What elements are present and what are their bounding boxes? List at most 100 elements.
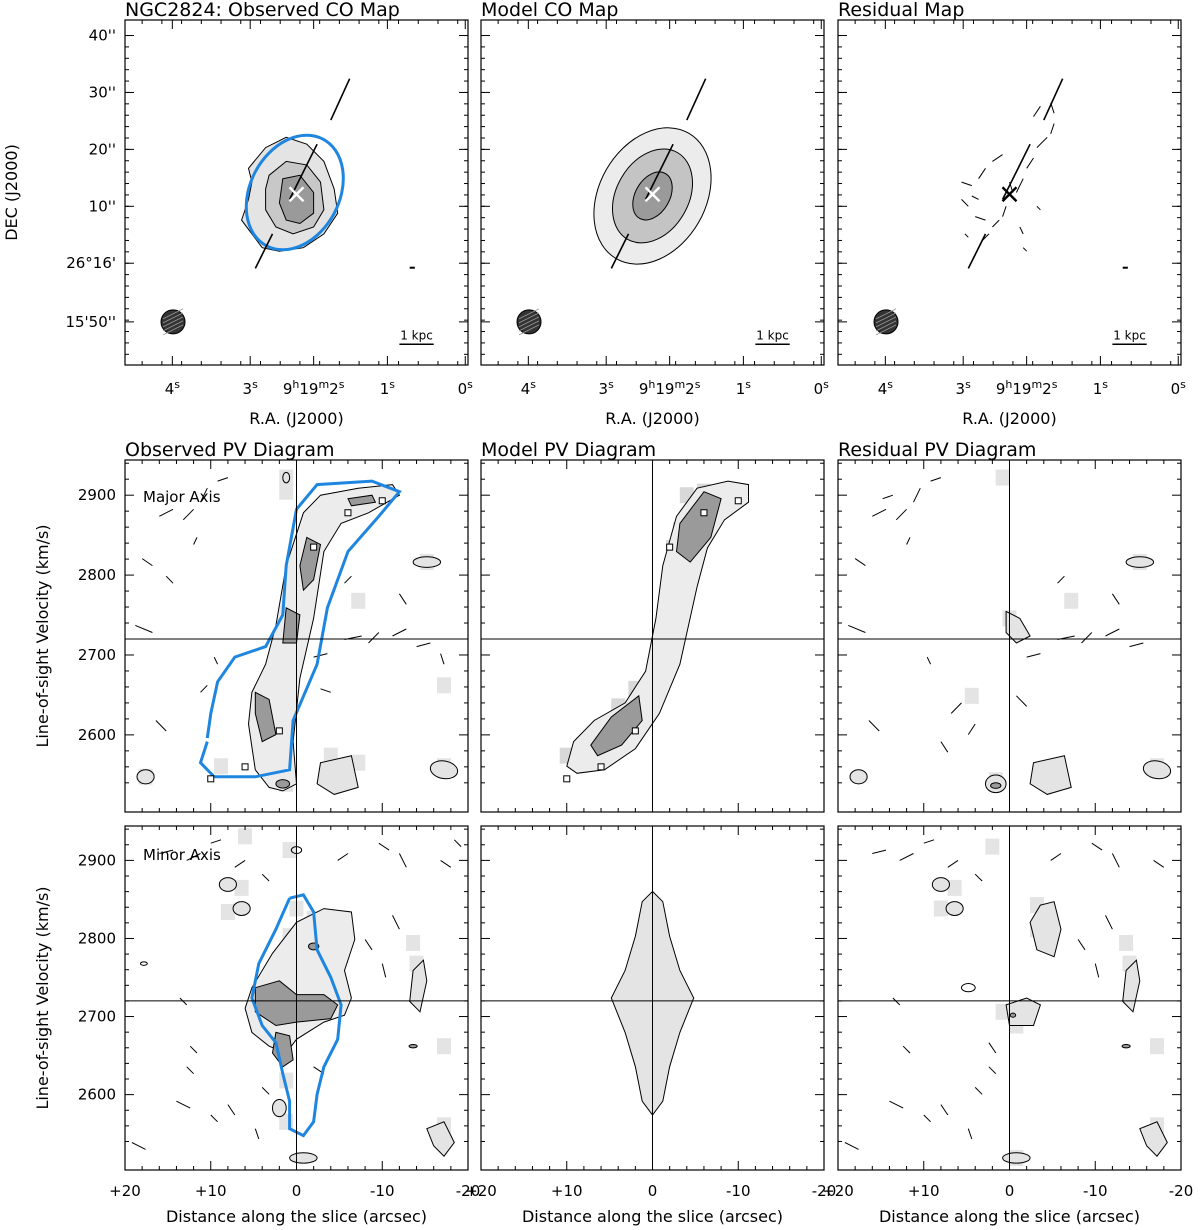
obs-pv-dash-13	[135, 624, 153, 633]
obs-minor-dash-7	[398, 853, 407, 868]
ra-tick-sup: s	[252, 378, 258, 391]
ra-tick-sup: s	[887, 378, 893, 391]
model-pv-contour-core	[590, 694, 643, 757]
pv-y-tick-label: 2900	[78, 851, 116, 869]
panel-title-model-pv: Model PV Diagram	[481, 439, 656, 461]
obs-minor-dash-4	[261, 873, 270, 882]
resid-pv-dash-16	[950, 702, 962, 714]
resid-map-dash-16	[1019, 226, 1024, 235]
ra-tick-sup: s	[608, 378, 614, 391]
obs-minor-dash-19	[440, 859, 452, 868]
obs-pv-dash-18	[200, 684, 208, 693]
dec-tick-label: 30''	[89, 83, 116, 101]
ra-tick-sup: s	[1102, 378, 1108, 391]
resid-pv-pixel-0	[995, 469, 1010, 486]
ra-tick-main: 3	[243, 380, 253, 398]
pv-x-tick-label: +10	[195, 1182, 227, 1200]
obs-minor-dash-20	[453, 839, 462, 847]
beam-hatch	[162, 308, 184, 320]
resid-minor-core	[1009, 1012, 1017, 1018]
scale-bar-label: 1 kpc	[400, 328, 433, 342]
obs-pv-blob	[136, 769, 155, 785]
ra-tick-label: 1s	[1093, 378, 1109, 398]
slice-line	[288, 143, 318, 200]
panel-title-residual-map: Residual Map	[838, 0, 964, 21]
ra-tick-sup: s	[965, 378, 971, 391]
obs-pv-pixel-1	[279, 483, 294, 500]
ra-tick-sup: s	[530, 378, 536, 391]
obs-minor-pixel-17	[234, 879, 249, 896]
obs-minor-blob	[289, 1152, 318, 1164]
slice-line	[967, 233, 987, 269]
ra-tick-label: 9h19m2s	[639, 378, 701, 398]
pv-x-tick-label: +10	[551, 1182, 583, 1200]
pv-x-tick-label: 0	[648, 1182, 658, 1200]
ra-tick-main: 1	[736, 380, 746, 398]
pv-x-axis-label: Distance along the slice (arcsec)	[166, 1207, 427, 1226]
obs-pv-blob	[316, 755, 359, 795]
ra-tick-label: 4s	[165, 378, 181, 398]
ra-tick-main: 3	[599, 380, 609, 398]
pv-peak-point-1	[700, 509, 708, 517]
panels-group	[124, 19, 1182, 1171]
obs-minor-dash-8	[392, 915, 400, 930]
ra-tick-sup: m	[318, 378, 329, 391]
resid-minor-dash-11	[892, 997, 901, 1006]
resid-pv-blob	[1125, 556, 1155, 568]
resid-minor-dash-16	[974, 1087, 983, 1095]
pv-x-tick-label: +10	[908, 1182, 940, 1200]
centre-cross-icon	[1001, 186, 1018, 203]
resid-pv-pixel-3	[1064, 592, 1079, 609]
resid-minor-dash-12	[902, 1045, 911, 1054]
pv-x-axis-label: Distance along the slice (arcsec)	[879, 1207, 1140, 1226]
obs-pv-dash-3	[217, 477, 229, 482]
resid-map-dash-8	[1036, 136, 1048, 148]
obs-map-contour-core	[278, 174, 315, 225]
ra-tick-main: 9	[283, 380, 293, 398]
obs-pv-overlay	[198, 479, 402, 779]
ra-tick-main: 3	[956, 380, 966, 398]
obs-minor-pixel-14	[406, 934, 421, 951]
pv-x-tick-label: -20	[1169, 1182, 1194, 1200]
obs-pv-contour-core	[275, 779, 291, 789]
obs-minor-blob	[232, 901, 251, 916]
ra-tick-label: 0s	[1171, 378, 1187, 398]
pv-x-tick-label: 0	[292, 1182, 302, 1200]
pv-peak-point-1	[344, 509, 352, 517]
obs-minor-overlay	[250, 893, 343, 1138]
ra-tick-sup: h	[292, 378, 299, 391]
panel-title-model-map: Model CO Map	[481, 0, 618, 21]
model-pv-contour-outer	[566, 480, 749, 774]
obs-minor-blob	[139, 961, 148, 966]
resid-minor-blob	[1029, 901, 1062, 958]
ra-tick-label: 1s	[736, 378, 752, 398]
ra-tick-sup: s	[174, 378, 180, 391]
ra-tick-main: 4	[521, 380, 531, 398]
pv-y-axis-label: Line-of-sight Velocity (km/s)	[33, 524, 52, 747]
resid-minor-dash-13	[889, 1100, 904, 1109]
ra-tick-main: 9	[996, 380, 1006, 398]
obs-pv-contour-core	[282, 607, 301, 644]
pv-x-tick-label: -10	[370, 1182, 395, 1200]
pv-peak-point-3	[275, 727, 283, 735]
resid-minor-dash-3	[947, 859, 959, 868]
ra-tick-main: 9	[639, 380, 649, 398]
pv-y-tick-label: 2900	[78, 486, 116, 504]
resid-minor-dash-20	[988, 1042, 997, 1054]
resid-minor-pixel-4	[1149, 1038, 1164, 1055]
minor-axis-annotation: Minor Axis	[143, 846, 221, 864]
model-map-contour-core	[632, 171, 673, 221]
obs-minor-dash-14	[176, 1100, 191, 1109]
resid-minor-frame	[837, 825, 1182, 1171]
ra-axis-label: R.A. (J2000)	[605, 409, 699, 428]
model-pv-frame	[480, 459, 825, 813]
panel-title-residual-pv: Residual PV Diagram	[838, 439, 1036, 461]
dec-tick-label: 10''	[89, 197, 116, 215]
obs-pv-dash-9	[392, 628, 407, 637]
resid-map-dash-0	[978, 168, 986, 179]
ra-tick-label: 3s	[599, 378, 615, 398]
beam-hatch	[518, 316, 540, 328]
resid-pv-dash-5	[906, 537, 911, 545]
pv-peak-point-0	[378, 497, 386, 505]
